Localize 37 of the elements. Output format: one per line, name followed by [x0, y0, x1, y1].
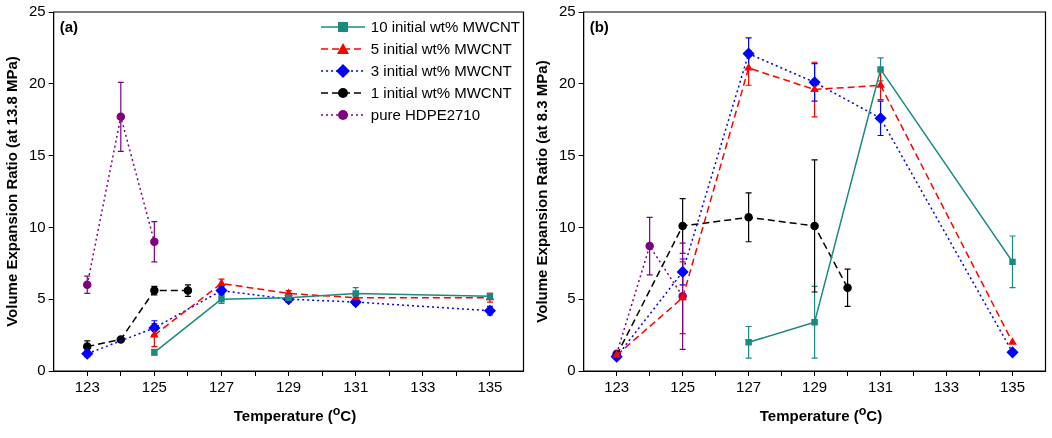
y-axis-title: Volume Expansion Ratio (at 13.8 MPa) — [3, 56, 21, 327]
y-tick-label: 25 — [559, 2, 576, 20]
x-tick-label: 135 — [1000, 378, 1026, 396]
x-tick-label: 123 — [604, 378, 630, 396]
x-tick-label: 127 — [736, 378, 762, 396]
x-tick-label: 127 — [208, 378, 234, 396]
x-tick-label: 129 — [802, 378, 828, 396]
x-tick-label: 129 — [276, 378, 302, 396]
y-tick-label: 10 — [29, 217, 46, 235]
y-tick-label: 15 — [559, 145, 576, 163]
legend-label: 5 initial wt% MWCNT — [370, 39, 512, 59]
x-tick-label: 131 — [868, 378, 894, 396]
y-tick-label: 15 — [29, 145, 46, 163]
x-axis-title: Temperature ($^{o}$C) — [232, 404, 358, 424]
x-axis-title: Temperature ($^{o}$C) — [758, 404, 884, 424]
y-tick-label: 0 — [37, 361, 46, 379]
legend-label: 1 initial wt% MWCNT — [370, 83, 512, 103]
y-tick-label: 20 — [559, 73, 576, 91]
x-tick-label: 133 — [934, 378, 960, 396]
legend-label: 3 initial wt% MWCNT — [370, 61, 512, 81]
legend-label: 10 initial wt% MWCNT — [370, 17, 520, 37]
y-tick-label: 5 — [37, 289, 46, 307]
y-tick-label: 10 — [559, 217, 576, 235]
legend-label: pure HDPE2710 — [370, 105, 481, 125]
x-tick-label: 125 — [141, 378, 167, 396]
x-tick-label: 133 — [410, 378, 436, 396]
y-tick-label: 20 — [29, 73, 46, 91]
chart-title: (b) — [589, 17, 609, 35]
y-axis-title: Volume Expansion Ratio (at 8.3 MPa) — [533, 60, 551, 323]
y-tick-label: 25 — [29, 2, 46, 20]
x-tick-label: 123 — [74, 378, 100, 396]
y-tick-label: 0 — [567, 361, 576, 379]
y-tick-label: 5 — [567, 289, 576, 307]
x-tick-label: 125 — [670, 378, 696, 396]
x-tick-label: 135 — [477, 378, 503, 396]
x-tick-label: 131 — [343, 378, 369, 396]
chart-title: (a) — [59, 17, 79, 35]
